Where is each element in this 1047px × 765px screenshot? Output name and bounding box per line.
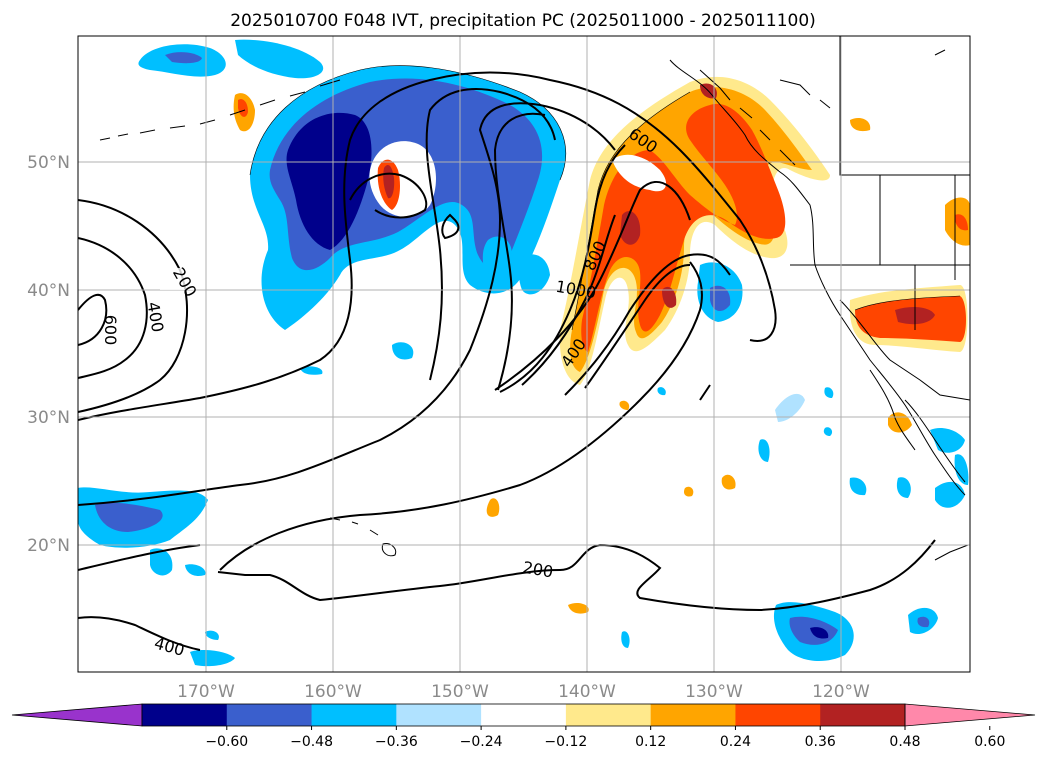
colorbar-extend-high — [904, 703, 1036, 727]
colorbar-segment — [650, 704, 736, 726]
lon-tick-label: 160°W — [304, 682, 362, 702]
positive-pc-fill — [233, 76, 970, 614]
colorbar-tick-label: −0.36 — [375, 734, 418, 750]
lon-tick-label: 140°W — [558, 682, 616, 702]
lon-tick-label: 120°W — [812, 682, 870, 702]
lon-tick-labels: 170°W 160°W 150°W 140°W 130°W 120°W — [177, 682, 870, 702]
colorbar-tick-label: −0.60 — [205, 734, 248, 750]
colorbar-segment — [226, 704, 313, 726]
colorbar-tick-label: −0.48 — [290, 734, 333, 750]
figure-title: 2025010700 F048 IVT, precipitation PC (2… — [230, 11, 816, 31]
colorbar-segment — [565, 704, 652, 726]
colorbar-tick-label: 0.60 — [974, 734, 1005, 750]
colorbar: −0.60 −0.48 −0.36 −0.24 −0.12 0.12 0.24 0.36 0.4… — [11, 703, 1036, 750]
colorbar-tick-label: −0.12 — [544, 734, 587, 750]
colorbar-segment — [142, 704, 228, 726]
colorbar-tick-label: 0.24 — [720, 734, 751, 750]
colorbar-tick-label: 0.48 — [889, 734, 920, 750]
negative-pc-fill — [78, 39, 969, 667]
map-plot-area: 200 400 600 400 200 600 800 1000 400 — [78, 36, 970, 672]
colorbar-tick-label: 0.12 — [635, 734, 666, 750]
lat-tick-label: 30°N — [27, 408, 70, 428]
coastlines — [99, 36, 970, 561]
plot-frame — [77, 35, 971, 673]
colorbar-segment — [481, 704, 567, 726]
colorbar-frame — [141, 703, 906, 727]
colorbar-segment — [820, 704, 906, 726]
lat-tick-label: 40°N — [27, 281, 70, 301]
colorbar-segment — [735, 704, 821, 726]
colorbar-tick-label: 0.36 — [805, 734, 836, 750]
lon-tick-label: 150°W — [431, 682, 489, 702]
ivt-contours — [78, 71, 936, 651]
lat-tick-labels: 50°N 40°N 30°N 20°N — [27, 153, 70, 556]
lat-tick-label: 20°N — [27, 536, 70, 556]
colorbar-extend-low — [11, 703, 143, 727]
lon-tick-label: 130°W — [685, 682, 743, 702]
graticule — [78, 36, 970, 672]
colorbar-tick-label: −0.24 — [460, 734, 503, 750]
colorbar-segment — [396, 704, 482, 726]
colorbar-segment — [311, 704, 397, 726]
contour-label-600: 600 — [101, 315, 120, 346]
lon-tick-label: 170°W — [177, 682, 235, 702]
lat-tick-label: 50°N — [27, 153, 70, 173]
